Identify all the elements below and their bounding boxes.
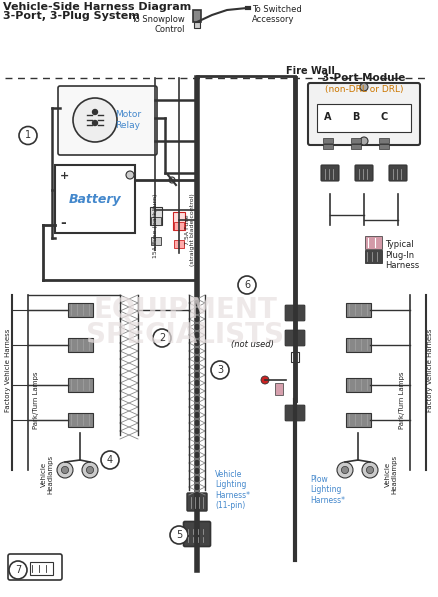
- FancyBboxPatch shape: [389, 165, 407, 181]
- FancyBboxPatch shape: [321, 165, 339, 181]
- Text: Factory Vehicle Harness: Factory Vehicle Harness: [427, 328, 433, 412]
- FancyBboxPatch shape: [151, 237, 161, 245]
- Circle shape: [211, 361, 229, 379]
- FancyBboxPatch shape: [346, 377, 371, 392]
- FancyBboxPatch shape: [67, 303, 92, 316]
- Circle shape: [73, 98, 117, 142]
- Text: 3-Port, 3-Plug System: 3-Port, 3-Plug System: [3, 11, 140, 21]
- Circle shape: [170, 526, 188, 544]
- FancyBboxPatch shape: [285, 305, 305, 321]
- Circle shape: [360, 83, 368, 91]
- FancyBboxPatch shape: [323, 138, 333, 143]
- FancyBboxPatch shape: [379, 144, 389, 149]
- Text: Plow
Lighting
Harness*: Plow Lighting Harness*: [310, 475, 345, 505]
- FancyBboxPatch shape: [346, 337, 371, 352]
- FancyBboxPatch shape: [308, 83, 420, 145]
- FancyBboxPatch shape: [58, 86, 157, 155]
- Text: A: A: [324, 112, 332, 122]
- FancyBboxPatch shape: [187, 493, 207, 511]
- FancyBboxPatch shape: [364, 250, 381, 263]
- FancyBboxPatch shape: [8, 554, 62, 580]
- Circle shape: [360, 137, 368, 145]
- FancyBboxPatch shape: [174, 222, 184, 230]
- Circle shape: [126, 171, 134, 179]
- FancyBboxPatch shape: [193, 10, 201, 22]
- FancyBboxPatch shape: [323, 144, 333, 149]
- FancyBboxPatch shape: [67, 337, 92, 352]
- Text: Vehicle-Side Harness Diagram: Vehicle-Side Harness Diagram: [3, 2, 191, 12]
- Circle shape: [57, 462, 73, 478]
- Circle shape: [362, 462, 378, 478]
- FancyBboxPatch shape: [355, 165, 373, 181]
- Text: 7: 7: [15, 565, 21, 575]
- FancyBboxPatch shape: [55, 165, 135, 233]
- Text: -: -: [60, 216, 66, 230]
- Text: Factory Vehicle Harness: Factory Vehicle Harness: [5, 328, 11, 412]
- Circle shape: [238, 276, 256, 294]
- FancyBboxPatch shape: [174, 240, 184, 248]
- FancyBboxPatch shape: [346, 303, 371, 316]
- FancyBboxPatch shape: [29, 562, 53, 574]
- Text: Park/Turn Lamps: Park/Turn Lamps: [33, 371, 39, 429]
- Text: (non-DRL or DRL): (non-DRL or DRL): [325, 85, 403, 94]
- Circle shape: [337, 462, 353, 478]
- Text: B: B: [352, 112, 360, 122]
- FancyBboxPatch shape: [364, 235, 381, 248]
- Text: +: +: [60, 171, 69, 181]
- Text: 3-Port Module: 3-Port Module: [322, 73, 406, 83]
- Text: Typical
Plug-In
Harness: Typical Plug-In Harness: [385, 240, 419, 270]
- Text: To Switched
Accessory: To Switched Accessory: [252, 5, 302, 24]
- FancyBboxPatch shape: [351, 144, 361, 149]
- Text: Vehicle
Headlamps: Vehicle Headlamps: [385, 455, 398, 494]
- FancyBboxPatch shape: [67, 413, 92, 426]
- FancyBboxPatch shape: [173, 212, 185, 230]
- Circle shape: [153, 329, 171, 347]
- Text: Vehicle
Lighting
Harness*
(11-pin): Vehicle Lighting Harness* (11-pin): [215, 470, 250, 510]
- Text: 6: 6: [244, 280, 250, 290]
- Text: To Snowplow
Control: To Snowplow Control: [131, 15, 185, 35]
- FancyBboxPatch shape: [194, 22, 200, 28]
- Circle shape: [82, 462, 98, 478]
- FancyBboxPatch shape: [151, 217, 161, 225]
- Text: Battery: Battery: [69, 192, 121, 205]
- FancyBboxPatch shape: [346, 413, 371, 426]
- Circle shape: [101, 451, 119, 469]
- Circle shape: [92, 121, 98, 125]
- FancyBboxPatch shape: [285, 405, 305, 421]
- FancyBboxPatch shape: [291, 352, 299, 362]
- Circle shape: [367, 466, 374, 473]
- Text: 5: 5: [176, 530, 182, 540]
- Text: SPECIALISTS: SPECIALISTS: [86, 321, 284, 349]
- FancyBboxPatch shape: [67, 377, 92, 392]
- Circle shape: [261, 376, 269, 384]
- FancyBboxPatch shape: [275, 383, 283, 395]
- Text: Vehicle
Headlamps: Vehicle Headlamps: [40, 455, 53, 494]
- FancyBboxPatch shape: [150, 207, 162, 225]
- Circle shape: [9, 561, 27, 579]
- Text: Park/Turn Lamps: Park/Turn Lamps: [399, 371, 405, 429]
- Text: 7.5A Fuse
(straight blade control): 7.5A Fuse (straight blade control): [184, 193, 195, 266]
- FancyBboxPatch shape: [351, 138, 361, 143]
- Circle shape: [92, 109, 98, 115]
- Text: C: C: [380, 112, 388, 122]
- Circle shape: [19, 127, 37, 144]
- Text: (not used): (not used): [230, 340, 273, 349]
- Text: Motor
Relay: Motor Relay: [115, 110, 141, 130]
- FancyBboxPatch shape: [184, 522, 211, 546]
- Text: 4: 4: [107, 455, 113, 465]
- Text: Fire Wall: Fire Wall: [286, 66, 335, 76]
- Circle shape: [169, 177, 175, 183]
- Circle shape: [61, 466, 69, 473]
- Text: 3: 3: [217, 365, 223, 375]
- FancyBboxPatch shape: [379, 138, 389, 143]
- Text: 2: 2: [159, 333, 165, 343]
- Circle shape: [341, 466, 349, 473]
- Text: 1: 1: [25, 131, 31, 140]
- Circle shape: [86, 466, 94, 473]
- FancyBboxPatch shape: [317, 104, 411, 132]
- Text: EQUIPMENT: EQUIPMENT: [93, 296, 277, 324]
- FancyBboxPatch shape: [285, 330, 305, 346]
- Text: 15A Fuse (park/turn): 15A Fuse (park/turn): [152, 193, 158, 257]
